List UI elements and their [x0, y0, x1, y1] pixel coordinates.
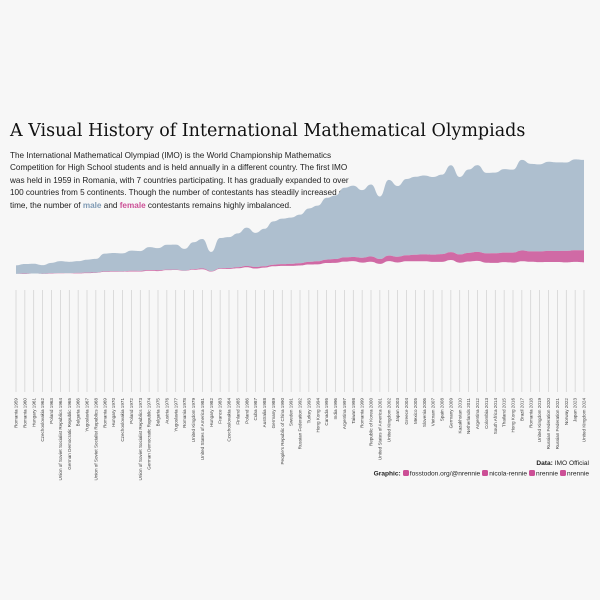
- x-tick-label: India 1996: [333, 398, 338, 420]
- x-tick-label: Union of Soviet Socialist Republics 1964: [58, 398, 63, 481]
- intro-text: The International Mathematical Olympiad …: [10, 151, 355, 210]
- x-tick-label: Netherlands 2011: [466, 398, 471, 434]
- x-tick-label: Brazil 2017: [519, 398, 524, 421]
- x-tick-label: Kazakhstan 2010: [457, 398, 462, 434]
- x-tick-label: Taiwan 1998: [351, 398, 356, 424]
- x-tick-label: Hungary 1970: [111, 398, 116, 427]
- x-tick-label: Poland 1986: [244, 398, 249, 424]
- bluesky-icon: [529, 470, 535, 476]
- x-tick-label: Thailand 2015: [502, 398, 507, 428]
- x-tick-label: Norway 2022: [564, 398, 569, 426]
- x-tick-label: Russian Federation 2021: [555, 398, 560, 450]
- x-tick-label: Bulgaria 1966: [76, 398, 81, 427]
- x-tick-label: Romania 2018: [528, 398, 533, 428]
- mastodon-icon: [402, 470, 409, 476]
- x-tick-label: Colombia 2013: [484, 398, 489, 429]
- x-tick-label: Australia 1988: [262, 398, 267, 428]
- x-tick-label: South Africa 2014: [493, 398, 498, 435]
- x-tick-label: United States of America 1981: [200, 398, 205, 460]
- x-tick-label: Cuba 1987: [253, 398, 258, 421]
- x-tick-label: Russian Federation 1992: [298, 398, 303, 450]
- x-tick-label: Romania 1969: [102, 398, 107, 428]
- x-tick-label: United States of America 2001: [377, 398, 382, 460]
- x-tick-label: German Democratic Republic 1974: [147, 398, 152, 470]
- x-tick-label: Romania 1999: [360, 398, 365, 428]
- x-tick-label: Hong Kong 1994: [315, 398, 320, 433]
- x-tick-label: Vietnam 2007: [431, 398, 436, 427]
- x-tick-label: Poland 1972: [129, 398, 134, 424]
- x-tick-label: Hungary 1982: [209, 398, 214, 427]
- x-tick-label: Bulgaria 1975: [156, 398, 161, 427]
- x-tick-label: Finland 1985: [235, 398, 240, 425]
- x-tick-label: Russian Federation 2020: [546, 398, 551, 450]
- x-tick-label: Czechoslovakia 1984: [227, 398, 232, 442]
- x-tick-label: Union of Soviet Socialist Republics 1973: [138, 398, 143, 481]
- x-tick-label: Hong Kong 2016: [511, 398, 516, 433]
- x-tick-label: Sweden 1991: [289, 398, 294, 427]
- x-tick-label: Germany 2009: [448, 398, 453, 429]
- x-tick-label: Czechoslovakia 1962: [40, 398, 45, 442]
- x-tick-label: United Kingdom 2002: [386, 398, 391, 443]
- intro-and: and: [101, 200, 120, 210]
- x-tick-label: United Kingdom 2024: [582, 398, 587, 443]
- x-tick-label: German Democratic Republic 1965: [67, 398, 72, 470]
- bluesky-handle[interactable]: nrennie: [536, 470, 558, 478]
- x-tick-label: Japan 2003: [395, 398, 400, 422]
- graphic-credit: Graphic: fosstodon.org/@nrennie nicola-ren…: [374, 470, 589, 478]
- graphic-credit-label: Graphic:: [373, 470, 401, 478]
- x-tick-label: France 1983: [218, 398, 223, 424]
- male-area: [16, 159, 584, 274]
- x-tick-label: Romania 1960: [22, 398, 27, 428]
- x-tick-label: Greece 2004: [404, 398, 409, 425]
- x-tick-label: United Kingdom 2019: [537, 398, 542, 443]
- female-area: [16, 250, 584, 274]
- female-legend-label: female: [119, 200, 146, 210]
- data-credit-value: IMO Official: [554, 460, 589, 467]
- x-tick-label: Argentina 2012: [475, 398, 480, 430]
- x-tick-label: Romania 1959: [14, 398, 19, 428]
- data-credit-label: Data:: [536, 460, 553, 467]
- x-axis-labels: Romania 1959 Romania 1960 Hungary 1961 Czec…: [14, 398, 587, 481]
- x-tick-label: Turkey 1993: [306, 398, 311, 424]
- x-tick-label: Slovenia 2006: [422, 398, 427, 428]
- intro-end: contestants remains highly imbalanced.: [145, 200, 292, 210]
- male-legend-label: male: [82, 200, 102, 210]
- github-icon: [560, 470, 566, 476]
- x-tick-label: Romania 1978: [182, 398, 187, 428]
- x-tick-label: United Kingdom 1979: [191, 398, 196, 443]
- x-tick-label: Union of Soviet Socialist Republics 1968: [93, 398, 98, 481]
- x-tick-label: Yugoslavia 1967: [85, 398, 90, 432]
- mastodon-handle[interactable]: fosstodon.org/@nrennie: [409, 470, 481, 478]
- x-tick-label: People's Republic of China 1990: [280, 398, 285, 465]
- x-tick-label: Yugoslavia 1977: [173, 398, 178, 432]
- github-handle[interactable]: nrennie: [567, 470, 589, 478]
- x-tick-label: Republic of Korea 2000: [369, 398, 374, 446]
- x-tick-label: Spain 2008: [440, 398, 445, 422]
- x-tick-label: Poland 1963: [49, 398, 54, 424]
- gridlines: [15, 290, 585, 392]
- x-tick-label: Hungary 1961: [31, 398, 36, 427]
- linkedin-handle[interactable]: nicola-rennie: [489, 470, 527, 478]
- data-credit: Data: IMO Official: [536, 460, 589, 467]
- intro-paragraph: The International Mathematical Olympiad …: [10, 150, 362, 212]
- x-tick-label: Canada 1995: [324, 398, 329, 426]
- x-tick-label: Czechoslovakia 1971: [120, 398, 125, 442]
- page-title: A Visual History of International Mathem…: [10, 121, 526, 141]
- x-tick-label: Argentina 1997: [342, 398, 347, 430]
- x-tick-label: Mexico 2005: [413, 398, 418, 424]
- x-tick-label: Austria 1976: [164, 398, 169, 424]
- linkedin-icon: [482, 470, 489, 476]
- x-tick-label: Germany 1989: [271, 398, 276, 429]
- x-tick-label: Japan 2023: [573, 398, 578, 422]
